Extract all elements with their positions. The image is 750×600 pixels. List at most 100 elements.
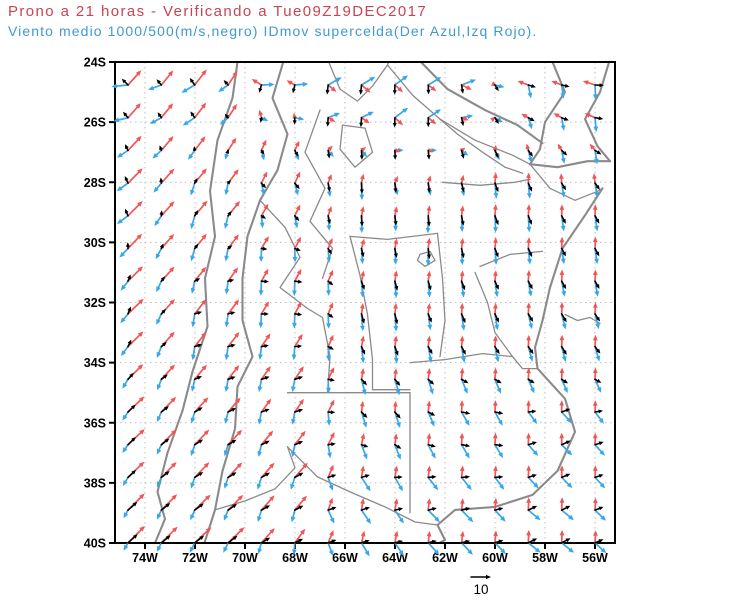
station-vectors xyxy=(224,137,237,160)
station-vectors xyxy=(257,366,271,393)
station-vectors xyxy=(223,494,244,521)
station-vectors xyxy=(191,331,207,361)
station-vectors xyxy=(592,367,602,393)
chart-title: Prono a 21 horas - Verificando a Tue09Z1… xyxy=(8,3,428,20)
station-vectors xyxy=(152,136,174,159)
station-vectors xyxy=(260,139,267,161)
station-vectors xyxy=(122,364,144,389)
station-vectors xyxy=(426,400,436,427)
station-vectors xyxy=(224,397,241,424)
station-vectors xyxy=(257,495,275,522)
station-vectors xyxy=(156,299,175,325)
station-vectors xyxy=(360,433,369,460)
station-vectors xyxy=(493,302,500,331)
station-vectors xyxy=(122,396,145,421)
station-vectors xyxy=(113,103,141,123)
station-vectors xyxy=(517,80,536,99)
station-vectors xyxy=(224,234,239,262)
station-vectors xyxy=(190,168,207,196)
station-vectors xyxy=(326,367,335,394)
station-vectors xyxy=(190,429,210,457)
station-vectors xyxy=(258,333,271,360)
station-vectors xyxy=(286,80,309,94)
station-vectors xyxy=(290,462,308,490)
station-vectors xyxy=(584,113,604,133)
station-vectors xyxy=(291,398,304,425)
station-vectors xyxy=(360,498,371,524)
station-vectors xyxy=(425,237,432,266)
station-vectors xyxy=(258,301,269,329)
station-vectors xyxy=(393,335,399,364)
station-vectors xyxy=(224,169,239,196)
station-vectors xyxy=(559,269,567,297)
station-vectors xyxy=(592,173,600,198)
station-vectors xyxy=(526,172,533,199)
station-vectors xyxy=(559,367,568,394)
station-vectors xyxy=(425,205,432,234)
station-vectors xyxy=(592,400,604,424)
station-vectors xyxy=(559,302,567,330)
station-vectors xyxy=(359,238,366,265)
station-vectors xyxy=(148,70,174,91)
station-vectors xyxy=(325,77,342,95)
station-vectors xyxy=(593,530,607,554)
station-vectors xyxy=(393,401,401,428)
station-vectors xyxy=(525,143,533,163)
station-vectors xyxy=(360,368,367,395)
station-vectors xyxy=(122,461,145,486)
station-vectors xyxy=(592,465,606,489)
station-vectors xyxy=(589,143,602,165)
station-vectors xyxy=(189,527,212,553)
station-vectors xyxy=(291,333,303,361)
station-vectors xyxy=(426,530,440,555)
station-vectors xyxy=(190,397,209,424)
station-vectors xyxy=(493,497,506,522)
station-vectors xyxy=(326,237,333,263)
station-vectors xyxy=(122,429,145,453)
station-vectors xyxy=(459,270,466,298)
station-vectors xyxy=(559,334,567,362)
station-vectors xyxy=(327,530,337,556)
y-axis-label: 26S xyxy=(84,116,106,130)
station-vectors xyxy=(326,334,334,362)
chart-subtitle: Viento medio 1000/500(m/s,negro) IDmov s… xyxy=(8,23,538,39)
station-vectors xyxy=(426,270,432,298)
station-vectors xyxy=(493,237,499,265)
station-vectors xyxy=(459,498,474,523)
station-vectors xyxy=(551,80,570,99)
station-vectors xyxy=(120,331,144,356)
station-vectors xyxy=(493,204,499,233)
station-vectors xyxy=(459,237,465,266)
station-vectors xyxy=(493,335,500,363)
station-vectors xyxy=(426,175,432,196)
station-vectors xyxy=(459,432,471,459)
station-vectors xyxy=(116,168,143,192)
station-vectors xyxy=(393,206,399,232)
station-vectors xyxy=(156,266,175,293)
station-vectors xyxy=(526,269,533,297)
x-axis-label: 64W xyxy=(382,551,408,565)
station-vectors xyxy=(293,171,301,196)
station-vectors xyxy=(493,465,505,490)
station-vectors xyxy=(291,366,304,393)
station-vectors xyxy=(190,364,207,392)
station-vectors xyxy=(156,364,175,391)
station-vectors xyxy=(359,206,365,234)
station-vectors xyxy=(190,233,207,262)
station-vectors xyxy=(218,70,238,92)
station-vectors xyxy=(393,530,404,556)
station-vectors xyxy=(258,268,269,296)
station-vectors xyxy=(559,465,573,489)
station-vectors xyxy=(190,462,210,489)
station-vectors xyxy=(327,464,337,491)
map-outline-layer xyxy=(153,62,612,543)
station-vectors xyxy=(426,433,436,459)
y-axis-label: 24S xyxy=(84,56,106,70)
station-vectors xyxy=(493,530,506,555)
station-vectors xyxy=(359,76,376,95)
station-vectors xyxy=(156,526,178,552)
station-vectors xyxy=(426,303,433,331)
station-vectors xyxy=(190,200,208,230)
station-vectors xyxy=(459,335,466,363)
station-vectors xyxy=(593,497,606,521)
